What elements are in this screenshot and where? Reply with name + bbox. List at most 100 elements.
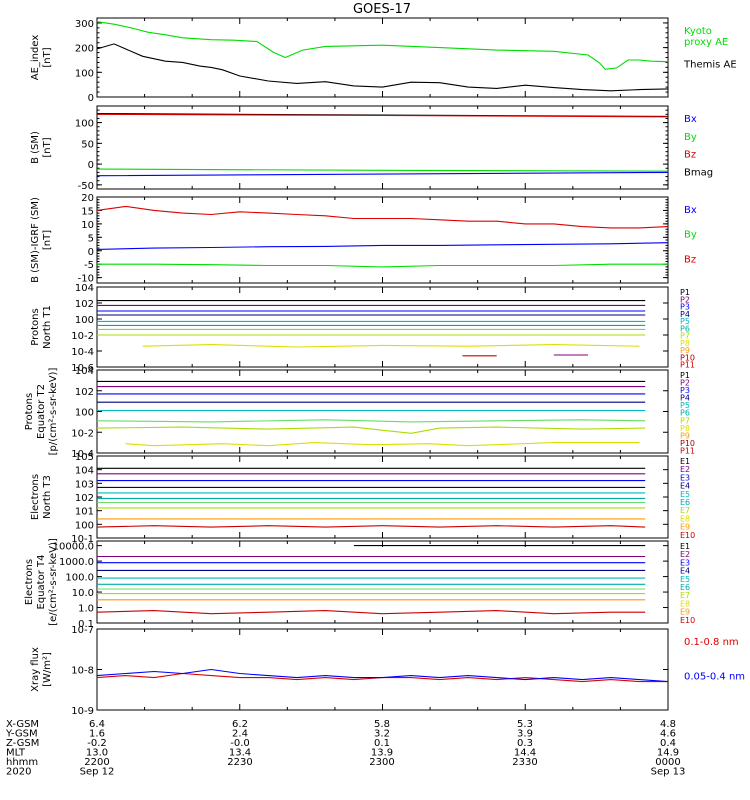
legend-label: P9 [680, 431, 690, 440]
ephem-value: 2330 [512, 757, 537, 768]
legend-label: P6 [680, 324, 690, 333]
legend-label: P8 [680, 339, 690, 348]
ephem-value: -0.0 [230, 738, 250, 749]
y-tick-label: 104 [75, 283, 94, 294]
y-tick-label: -50 [78, 181, 94, 192]
series-e10 [96, 610, 646, 615]
legend-label: E8 [680, 514, 690, 523]
y-tick-label: 0 [88, 247, 94, 258]
ephem-row-label: Y-GSM [5, 729, 38, 740]
series-p8 [125, 442, 640, 447]
legend-label: E2 [680, 465, 690, 474]
series-bx [96, 242, 669, 250]
legend-label: 0.05-0.4 nm [684, 672, 745, 683]
legend-label: 0.1-0.8 nm [684, 637, 739, 648]
legend-label: Bx [684, 205, 697, 216]
legend-label: E1 [680, 542, 690, 551]
panel-7: 0.1 1.0 10.0 100.0 1000.0 10000.0 Electrons Equ… [24, 538, 695, 630]
legend-label: P3 [680, 303, 690, 312]
legend-label: P5 [680, 401, 690, 410]
y-tick-label: 10 [81, 220, 94, 231]
legend-label: P11 [680, 361, 695, 370]
ephem-value: 2300 [369, 757, 394, 768]
y-axis-label: Electrons [24, 559, 35, 605]
legend-label: Kyoto [684, 26, 712, 37]
y-tick-label: 100 [75, 68, 94, 79]
y-tick-label: 102 [75, 387, 94, 398]
y-tick-label: 10-4 [71, 449, 94, 460]
y-tick-label: 5 [88, 233, 94, 244]
legend-label: P10 [680, 353, 695, 362]
legend-label: P7 [680, 416, 690, 425]
series-p6 [96, 419, 646, 423]
y-axis-label: Xray flux [30, 647, 41, 692]
panel-frame [96, 105, 669, 190]
y-tick-label: 10-7 [71, 625, 94, 636]
y-axis-label: [p/(cm²-s-sr-keV)] [48, 368, 59, 456]
panel-3: -10 -5 0 5 10 15 20 B (SM)-IGRF (SM) [nT] Bx By Bz [30, 193, 697, 285]
y-axis-label: B (SM) [30, 131, 41, 164]
y-tick-label: 10-4 [71, 347, 94, 358]
ephem-value: 2.4 [232, 729, 248, 740]
ephem-value: Sep 13 [651, 767, 686, 778]
legend-label: E3 [680, 473, 690, 482]
y-tick-label: 100 [75, 520, 94, 531]
y-axis-label: B (SM)-IGRF (SM) [30, 197, 41, 283]
legend-label: P1 [680, 371, 690, 380]
ephem-value: 6.4 [89, 719, 105, 730]
ephem-value: 13.9 [371, 748, 393, 759]
legend-label: E2 [680, 550, 690, 559]
y-tick-label: 101 [75, 507, 94, 518]
y-axis-label: [nT] [42, 47, 53, 67]
ephem-value: 0.1 [374, 738, 390, 749]
legend-label: P7 [680, 332, 690, 341]
y-axis-label: Protons [30, 308, 41, 345]
panel-frame [96, 540, 669, 624]
ephem-value: 4.8 [660, 719, 676, 730]
legend-label: P1 [680, 288, 690, 297]
legend-label: Bmag [684, 167, 713, 178]
ephem-value: 6.2 [232, 719, 248, 730]
panel-5: 10-4 10-2 100 102 104 Protons Equator T2 [p/(cm… [24, 366, 695, 460]
legend-label: P10 [680, 439, 695, 448]
legend-label: E7 [680, 591, 690, 600]
ephem-row-label: hhmm [6, 757, 38, 768]
panel-frame [96, 17, 669, 98]
y-tick-label: 0 [88, 93, 94, 104]
y-tick-label: 103 [75, 479, 94, 490]
y-tick-label: 300 [75, 19, 94, 30]
legend-label: By [684, 132, 697, 143]
y-tick-label: 100 [75, 119, 94, 130]
y-tick-label: 102 [75, 493, 94, 504]
y-tick-label: 200 [75, 44, 94, 55]
y-tick-label: 102 [75, 299, 94, 310]
panel-4: 10-6 10-4 10-2 100 102 104 Protons North T1 P1P2… [30, 283, 695, 374]
ephem-value: -0.2 [87, 738, 107, 749]
legend-label: P2 [680, 379, 690, 388]
y-tick-label: 10-2 [71, 331, 94, 342]
y-tick-label: 10-1 [71, 534, 94, 545]
legend-label: E10 [680, 531, 695, 540]
y-tick-label: 1.0 [78, 604, 94, 615]
legend-label: E4 [680, 482, 690, 491]
series-bz [96, 205, 669, 229]
legend-label: E7 [680, 506, 690, 515]
ephem-value: 2230 [227, 757, 252, 768]
series-themis-ae [96, 43, 669, 92]
ephem-value: 1.6 [89, 729, 105, 740]
y-axis-label: [nT] [42, 230, 53, 250]
legend-label: E8 [680, 599, 690, 608]
ephem-row-label: MLT [6, 748, 26, 759]
panel-8: 10-9 10-8 10-7 Xray flux [W/m²] 0.1-0.8 nm 0.0… [30, 625, 745, 717]
legend-label: E3 [680, 558, 690, 567]
legend-label: E6 [680, 498, 690, 507]
legend-label: Bz [684, 150, 696, 161]
ephem-value: Sep 12 [80, 767, 115, 778]
legend-label: E1 [680, 457, 690, 466]
series-bx [96, 171, 669, 177]
y-axis-label: North T1 [42, 305, 53, 349]
legend-label: P4 [680, 394, 690, 403]
ephem-value: 5.3 [517, 719, 533, 730]
ephem-row-label: 2020 [6, 767, 31, 778]
